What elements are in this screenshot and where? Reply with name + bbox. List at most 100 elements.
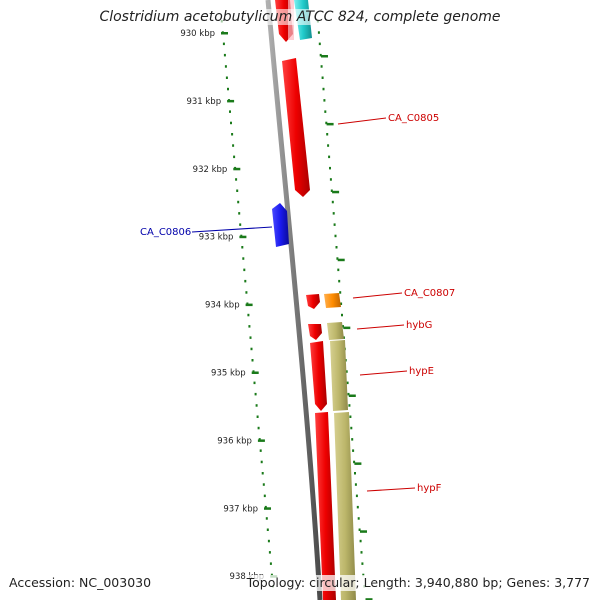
scale-dot — [259, 449, 262, 452]
scale-dot — [258, 438, 261, 441]
scale-dot — [239, 223, 242, 226]
scale-dot — [241, 246, 244, 249]
map-title: Clostridium acetobutylicum ATCC 824, com… — [0, 9, 600, 25]
scale-dot — [342, 336, 345, 339]
scale-dot — [232, 144, 235, 147]
scale-dot — [359, 539, 362, 543]
scale-dot — [263, 494, 266, 498]
scale-dot — [262, 483, 265, 486]
cds-arrow-ca-c0806[interactable] — [272, 203, 289, 247]
scale-tick — [337, 258, 345, 262]
scale-tick — [257, 439, 265, 442]
scale-dot — [355, 494, 358, 498]
scale-tick-label: 935 kbp — [211, 369, 246, 379]
scale-dot — [264, 505, 267, 509]
scale-dot — [352, 449, 355, 452]
scale-dot — [341, 313, 343, 317]
scale-dot — [329, 178, 332, 181]
cds-arrow-hybg[interactable] — [308, 324, 322, 340]
feature-khaki-hypf[interactable] — [334, 412, 356, 600]
scale-dot — [318, 42, 321, 46]
scale-tick — [348, 394, 356, 397]
scale-dot — [351, 438, 354, 441]
leader-hype — [359, 370, 408, 376]
cds-arrow-ca-c0807[interactable] — [306, 294, 320, 309]
scale-dot — [321, 76, 324, 79]
scale-dot — [267, 539, 270, 543]
feature-khaki-hype[interactable] — [330, 340, 348, 411]
scale-dot — [342, 325, 344, 328]
scale-dot — [354, 483, 357, 486]
scale-dot — [256, 415, 259, 418]
scale-dot — [320, 65, 323, 68]
genome-summary-text: Topology: circular; Length: 3,940,880 bp… — [246, 575, 590, 591]
scale-tick — [221, 32, 228, 35]
leader-ca-c0806 — [191, 226, 273, 233]
scale-dot — [222, 42, 225, 46]
scale-dot — [317, 31, 320, 34]
scale-dot — [265, 517, 268, 520]
scale-dot — [339, 291, 342, 294]
scale-dot — [322, 87, 325, 91]
genome-backbone — [265, 0, 323, 600]
label-ca-c0805[interactable]: CA_C0805 — [388, 113, 439, 124]
feature-khaki-hybg[interactable] — [327, 322, 344, 340]
scale-dot — [319, 53, 322, 57]
scale-tick-label: 937 kbp — [223, 504, 258, 514]
scale-dot — [237, 200, 240, 204]
scale-dot — [324, 110, 327, 113]
scale-dot — [348, 404, 351, 407]
scale-dot — [247, 313, 250, 317]
cds-arrow-hypf[interactable] — [315, 412, 336, 600]
scale-tick — [251, 371, 259, 374]
scale-dot — [334, 234, 337, 238]
scale-dot — [233, 155, 236, 159]
scale-dot — [345, 370, 348, 373]
cds-arrow-ca-c0805[interactable] — [282, 58, 310, 197]
scale-dot — [346, 381, 349, 385]
scale-tick-label: 931 kbp — [186, 97, 221, 107]
scale-dot — [245, 291, 248, 294]
scale-dot — [225, 76, 228, 79]
scale-dot — [327, 144, 330, 147]
scale-tick — [360, 530, 367, 533]
scale-dot — [268, 551, 271, 554]
scale-dot — [340, 302, 343, 305]
scale-tick-label: 936 kbp — [217, 436, 252, 446]
scale-dot — [251, 359, 254, 362]
scale-dot — [242, 257, 245, 260]
scale-dot — [266, 528, 269, 531]
scale-tick-label: 934 kbp — [205, 301, 240, 311]
scale-dot — [360, 551, 363, 554]
scale-dot — [358, 528, 361, 531]
scale-dot — [362, 573, 365, 577]
scale-dot — [357, 517, 360, 520]
scale-tick-label: 930 kbp — [180, 29, 215, 39]
scale-dot — [331, 200, 334, 204]
scale-dot — [337, 268, 340, 272]
scale-tick — [233, 167, 241, 171]
cds-arrow-hype[interactable] — [310, 341, 327, 411]
scale-dot — [335, 246, 338, 249]
scale-dot — [244, 279, 247, 283]
label-ca-c0807[interactable]: CA_C0807 — [404, 288, 455, 299]
scale-dot — [231, 133, 234, 136]
scale-dot — [330, 189, 333, 192]
scale-dot — [229, 110, 231, 113]
feature-orange-ca-c0807[interactable] — [324, 293, 341, 308]
scale-dot — [255, 404, 258, 407]
label-hybg[interactable]: hybG — [406, 320, 432, 331]
scale-dot — [250, 347, 253, 351]
outer-scale-dots — [316, 20, 366, 588]
scale-dot — [338, 279, 341, 283]
scale-tick — [264, 507, 271, 510]
label-hypf[interactable]: hypF — [417, 483, 442, 494]
scale-tick — [343, 326, 351, 330]
label-ca-c0806[interactable]: CA_C0806 — [140, 227, 191, 238]
scale-dot — [328, 155, 331, 159]
scale-dot — [248, 325, 251, 328]
scale-dot — [249, 336, 252, 339]
scale-dot — [236, 189, 239, 192]
scale-dot — [257, 426, 260, 430]
label-hype[interactable]: hypE — [409, 366, 434, 377]
